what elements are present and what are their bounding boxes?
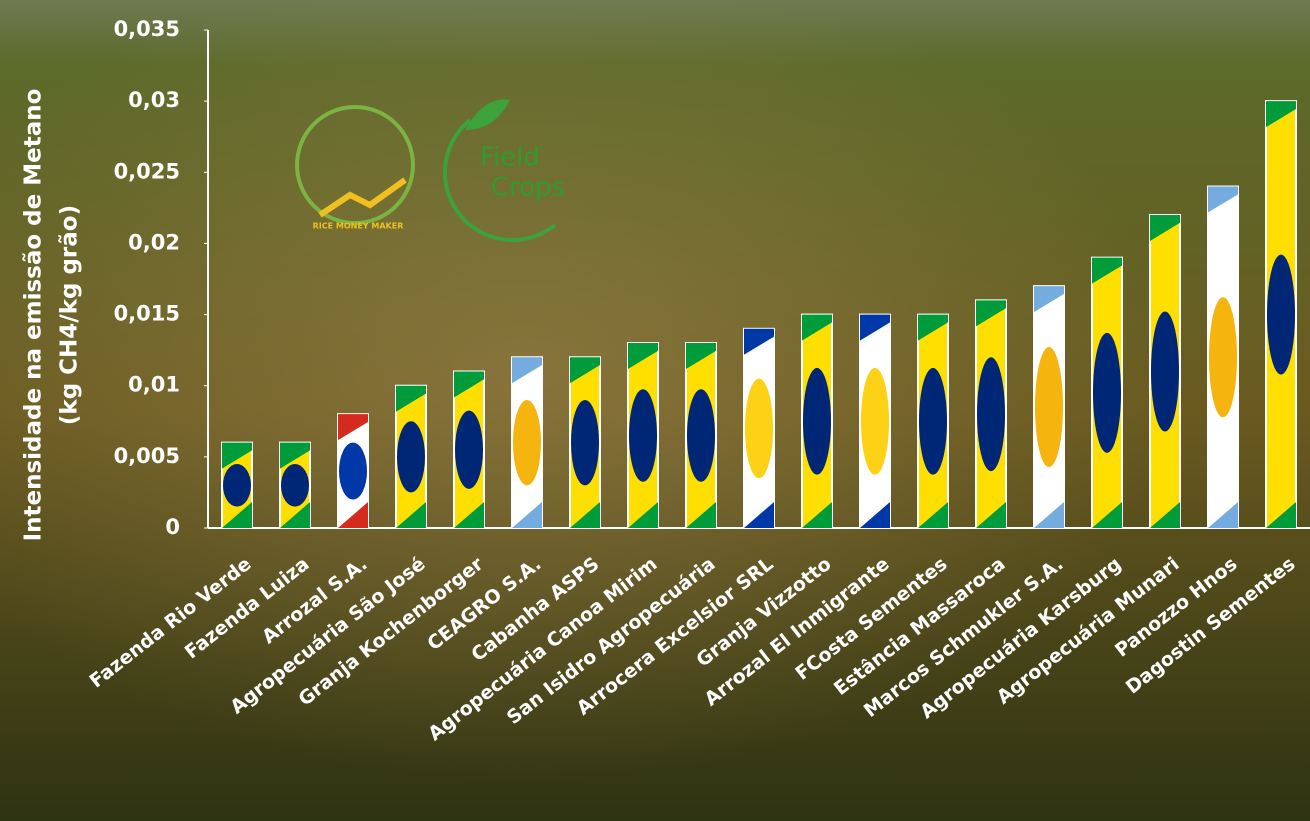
bar-corner (454, 502, 484, 528)
bar-emblem (803, 367, 831, 475)
bar-corner (802, 314, 832, 341)
bar-emblem (455, 410, 483, 489)
bar-emblem (571, 399, 599, 486)
bar-corner (512, 502, 542, 528)
bar-corner (570, 357, 600, 384)
bar-flag (743, 327, 775, 529)
bar-emblem (687, 389, 715, 482)
y-tick-label: 0,01 (128, 373, 180, 397)
bar-flag (221, 441, 253, 529)
logo-rice: RICE MONEY MAKER (295, 105, 415, 231)
y-tick-label: 0 (165, 515, 180, 539)
bar-corner (918, 502, 948, 528)
bar-emblem (629, 389, 657, 482)
bar-flag (801, 313, 833, 530)
bar-emblem (861, 367, 889, 475)
y-tick-label: 0,02 (128, 230, 180, 254)
logo-text: Field (480, 143, 540, 173)
bar-flag (395, 384, 427, 530)
y-tick-label: 0,015 (114, 302, 180, 326)
logo-field: Field Crops (442, 99, 565, 243)
bar-corner (918, 314, 948, 341)
bar-corner (222, 502, 252, 528)
bar-flag (1149, 213, 1181, 529)
bar-flag (917, 313, 949, 530)
bar-corner (570, 502, 600, 528)
bar-corner (860, 502, 890, 528)
bar-corner (628, 502, 658, 528)
bar-corner (976, 502, 1006, 528)
bar-emblem (977, 357, 1005, 472)
bar-flag (1091, 256, 1123, 529)
bar-corner (802, 502, 832, 528)
bar-corner (1092, 502, 1122, 528)
bar-corner (512, 357, 542, 384)
bar-flag (1033, 285, 1065, 529)
bar-corner (1092, 257, 1122, 284)
bar-corner (396, 502, 426, 528)
y-tick-label: 0,035 (114, 17, 180, 41)
bar-corner (976, 300, 1006, 327)
bar-corner (686, 502, 716, 528)
bar-corner (1266, 502, 1296, 528)
bar-corner (744, 502, 774, 528)
bar-corner (860, 314, 890, 341)
bar-emblem (1151, 311, 1179, 432)
bar-corner (1208, 502, 1238, 528)
bar-corner (1208, 186, 1238, 213)
bar-emblem (339, 442, 367, 500)
bar-corner (1266, 101, 1296, 128)
logo-arrow (318, 177, 407, 218)
bar-emblem (1093, 332, 1121, 453)
bar-corner (1150, 214, 1180, 241)
bar-corner (338, 502, 368, 528)
y-tick-label: 0,005 (114, 444, 180, 468)
bar-flag (453, 370, 485, 529)
bar-flag (627, 342, 659, 529)
bar-flag (975, 299, 1007, 530)
bar-emblem (397, 421, 425, 493)
bar-corner (744, 328, 774, 355)
bar-emblem (1035, 347, 1063, 468)
bar-emblem (1209, 297, 1237, 418)
bar-corner (686, 343, 716, 370)
bar-corner (280, 442, 310, 469)
y-axis-label: Intensidade na emissão de Metano (21, 89, 47, 542)
bar-corner (396, 385, 426, 412)
bar-corner (628, 343, 658, 370)
logo-leaf (465, 99, 510, 130)
bar-flag (859, 313, 891, 530)
bar-corner (454, 371, 484, 398)
bar-corner (1034, 286, 1064, 313)
bar-flag (337, 413, 369, 529)
bar-corner (338, 414, 368, 441)
bar-corner (1034, 502, 1064, 528)
bar-flag (685, 342, 717, 529)
bar-corner (222, 442, 252, 469)
bar-flag (569, 356, 601, 529)
bar-flag (1207, 185, 1239, 529)
logo-text: Crops (491, 173, 565, 203)
bar-corner (280, 502, 310, 528)
bar-flag (1265, 100, 1297, 530)
logo-ring (442, 118, 557, 243)
bar-emblem (1267, 254, 1295, 375)
y-tick-label: 0,03 (128, 88, 180, 112)
bar-emblem (513, 399, 541, 486)
logo-text: RICE MONEY MAKER (313, 222, 404, 231)
y-axis-label: (kg CH4/kg grão) (57, 205, 83, 425)
bar-flag (279, 441, 311, 529)
bar-emblem (919, 367, 947, 475)
logo-ring (295, 105, 415, 225)
y-tick-label: 0,025 (114, 159, 180, 183)
bar-emblem (745, 378, 773, 479)
bar-emblem (223, 463, 251, 507)
bar-corner (1150, 502, 1180, 528)
bar-emblem (281, 463, 309, 507)
bar-flag (511, 356, 543, 529)
